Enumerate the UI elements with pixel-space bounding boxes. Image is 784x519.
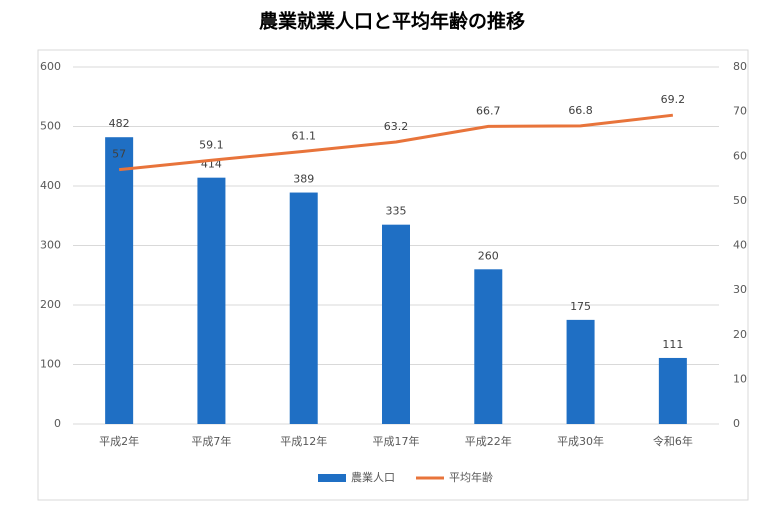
line <box>118 113 674 172</box>
data-label: 59.1 <box>199 138 224 151</box>
legend-swatch <box>318 474 346 482</box>
x-tick-label: 平成30年 <box>557 434 604 448</box>
x-tick-label: 平成22年 <box>465 434 512 448</box>
bar <box>566 319 595 424</box>
bar <box>105 137 134 424</box>
bar <box>658 357 687 424</box>
y2-tick-label: 10 <box>733 372 747 385</box>
y-tick-label: 400 <box>40 179 61 192</box>
y2-tick-label: 60 <box>733 149 747 162</box>
y2-tick-label: 0 <box>733 417 740 430</box>
x-tick-label: 平成17年 <box>373 434 420 448</box>
y2-tick-label: 80 <box>733 60 747 73</box>
bar <box>474 269 503 424</box>
y-tick-label: 600 <box>40 60 61 73</box>
y2-tick-label: 40 <box>733 239 747 252</box>
y2-tick-label: 70 <box>733 105 747 118</box>
bar <box>382 224 410 424</box>
bar <box>289 192 318 424</box>
legend-label: 農業人口 <box>351 470 395 484</box>
data-label: 175 <box>570 300 591 313</box>
data-label: 482 <box>109 117 130 130</box>
data-label: 63.2 <box>384 120 409 133</box>
chart-title: 農業就業人口と平均年齢の推移 <box>259 10 525 33</box>
y-tick-label: 200 <box>40 298 61 311</box>
x-tick-label: 平成2年 <box>99 434 139 448</box>
data-label: 61.1 <box>291 129 316 142</box>
x-tick-label: 平成12年 <box>280 434 327 448</box>
data-label: 66.8 <box>568 104 593 117</box>
bar <box>197 177 226 424</box>
x-tick-label: 平成7年 <box>191 434 231 448</box>
data-label: 69.2 <box>661 93 686 106</box>
data-label: 111 <box>662 338 683 351</box>
x-tick-label: 令和6年 <box>653 434 693 448</box>
data-label: 66.7 <box>476 104 501 117</box>
y-tick-label: 300 <box>40 239 61 252</box>
y-tick-label: 100 <box>40 358 61 371</box>
y2-tick-label: 20 <box>733 328 747 341</box>
data-label: 260 <box>478 249 499 262</box>
y2-tick-label: 50 <box>733 194 747 207</box>
legend-label: 平均年齢 <box>449 470 493 484</box>
y-tick-label: 500 <box>40 120 61 133</box>
data-label: 389 <box>293 173 314 186</box>
y-tick-label: 0 <box>54 417 61 430</box>
data-label: 335 <box>386 205 407 218</box>
y2-tick-label: 30 <box>733 283 747 296</box>
data-label: 57 <box>112 148 126 161</box>
